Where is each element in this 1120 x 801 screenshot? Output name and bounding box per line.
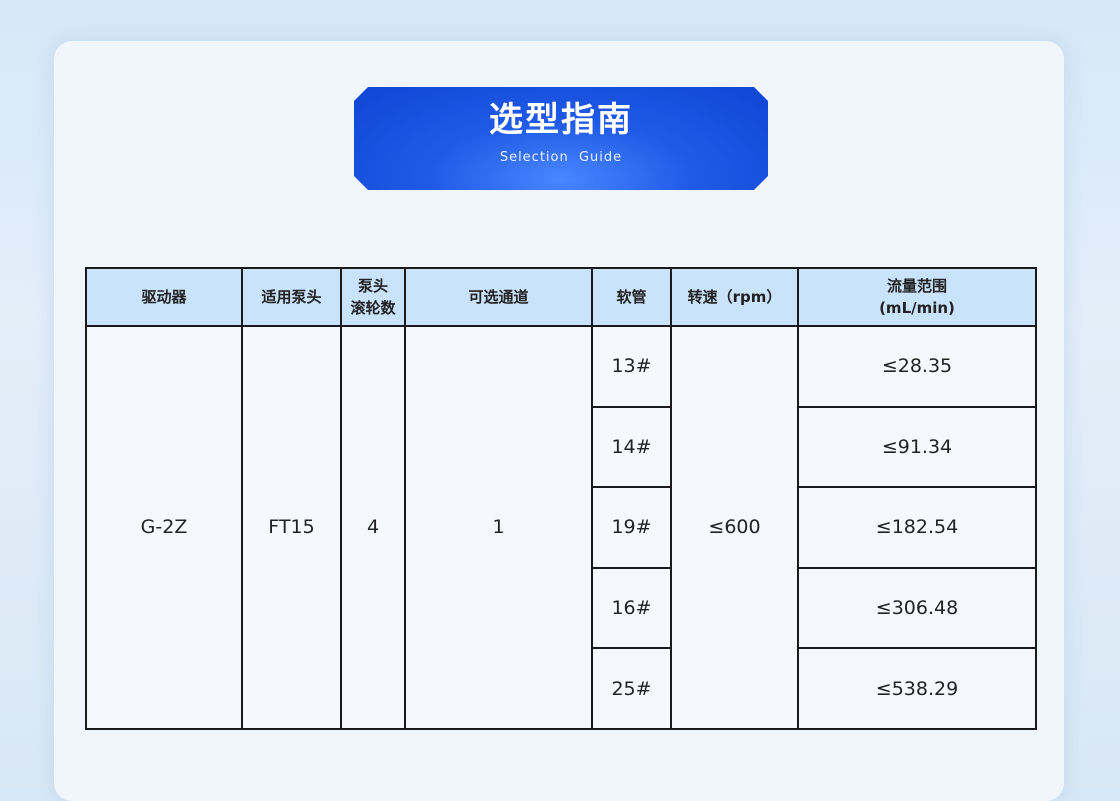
tube-cell: 14# — [591, 405, 672, 489]
header-row: 驱动器 适用泵头 泵头 滚轮数 可选通道 软管 转速（rpm） 流量范围 (mL… — [85, 267, 1037, 327]
driver-cell: G-2Z — [85, 325, 243, 730]
tube-cell: 13# — [591, 325, 672, 408]
table-row: G-2Z FT15 4 1 13# ≤600 ≤28.35 — [85, 325, 1037, 730]
table-row: 16# ≤306.48 — [86, 566, 1037, 650]
flow-cell: ≤28.35 — [797, 325, 1037, 408]
selection-guide-banner: 选型指南 Selection Guide — [354, 87, 768, 190]
header-channels: 可选通道 — [404, 267, 593, 327]
table-row: 25# ≤538.29 — [86, 647, 1037, 730]
flow-cell: ≤182.54 — [797, 486, 1037, 569]
header-tube: 软管 — [591, 267, 672, 327]
selection-table: 驱动器 适用泵头 泵头 滚轮数 可选通道 软管 转速（rpm） 流量范围 (mL… — [85, 267, 1037, 730]
tube-cell: 16# — [591, 566, 672, 650]
rollers-cell: 4 — [340, 325, 406, 730]
banner-subtitle: Selection Guide — [499, 150, 623, 165]
header-flow: 流量范围 (mL/min) — [797, 267, 1037, 327]
tube-cell: 19# — [591, 486, 672, 569]
flow-cell: ≤91.34 — [797, 405, 1037, 489]
table-row: 19# ≤182.54 — [86, 486, 1037, 569]
flow-cell: ≤306.48 — [797, 566, 1037, 650]
header-speed: 转速（rpm） — [670, 267, 799, 327]
header-driver: 驱动器 — [85, 267, 243, 327]
banner-title: 选型指南 — [489, 100, 633, 140]
channels-cell: 1 — [404, 325, 593, 730]
header-pump-head: 适用泵头 — [241, 267, 342, 327]
tube-cell: 25# — [591, 647, 672, 730]
pump-head-cell: FT15 — [241, 325, 342, 730]
speed-cell: ≤600 — [670, 325, 799, 730]
header-rollers: 泵头 滚轮数 — [340, 267, 406, 327]
flow-cell: ≤538.29 — [797, 647, 1037, 730]
table-row: 14# ≤91.34 — [86, 405, 1037, 489]
